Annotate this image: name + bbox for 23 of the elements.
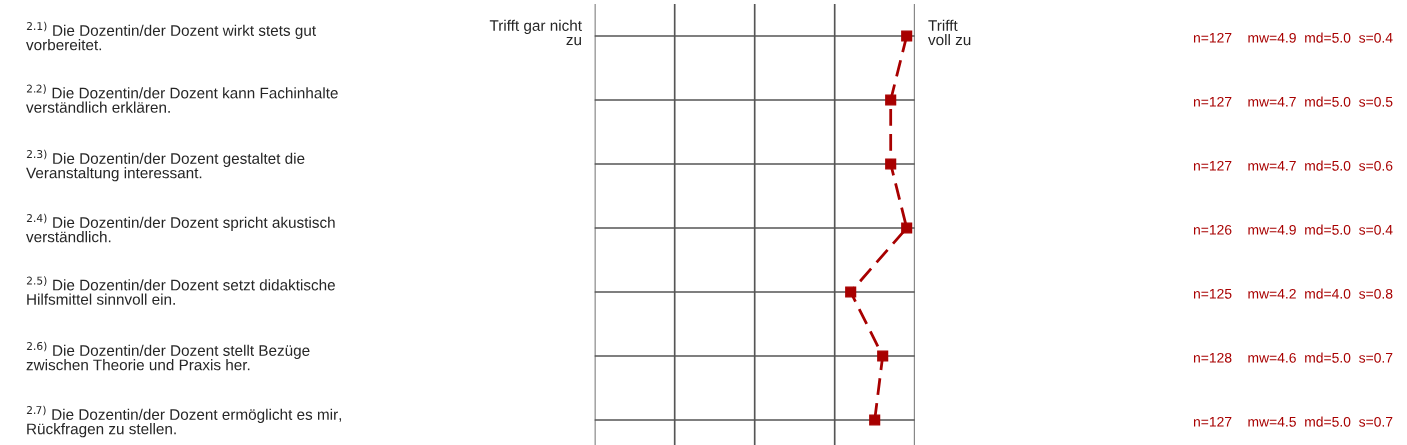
data-label: n=128 mw=4.6 md=5.0 s=0.7 [1193,352,1393,363]
data-label: n=127 mw=4.7 md=5.0 s=0.6 [1193,160,1393,171]
point [845,286,857,298]
y-tick-label: $^{2.4)}$ Die Dozentin/der Dozent spricht akustisch verständlich. [26,213,335,243]
y-tick-label: $^{2.7)}$ Die Dozentin/der Dozent ermöglicht es mir, Rückfragen zu stellen. [26,405,342,438]
data-label: n=126 mw=4.9 md=5.0 s=0.4 [1193,224,1393,235]
text: Trifft gar nicht zu [489,19,582,46]
data-label: n=125 mw=4.2 md=4.0 s=0.8 [1193,288,1393,299]
y-tick-label: $^{2.5)}$ Die Dozentin/der Dozent setzt didaktische Hilfsmittel sinnvoll ein. [26,276,335,305]
point [885,94,897,106]
data-label: n=127 mw=4.7 md=5.0 s=0.5 [1193,96,1393,107]
y-tick-label: $^{2.3)}$ Die Dozentin/der Dozent gestaltet die Veranstaltung interessant. [26,149,305,182]
point [901,30,913,42]
point [901,222,913,234]
data-label: n=127 mw=4.9 md=5.0 s=0.4 [1193,32,1393,43]
point [877,350,889,362]
text: Trifft voll zu [928,19,971,46]
y-tick-label: $^{2.6)}$ Die Dozentin/der Dozent stellt Bezüge zwischen Theorie und Praxis her. [26,341,310,371]
point [885,158,897,170]
y-tick-label: $^{2.2)}$ Die Dozentin/der Dozent kann Fachinhalte verständlich erklären. [26,84,338,113]
point [869,414,881,426]
data-label: n=127 mw=4.5 md=5.0 s=0.7 [1193,416,1393,427]
y-tick-label: $^{2.1)}$ Die Dozentin/der Dozent wirkt stets gut vorbereitet. [26,21,316,51]
